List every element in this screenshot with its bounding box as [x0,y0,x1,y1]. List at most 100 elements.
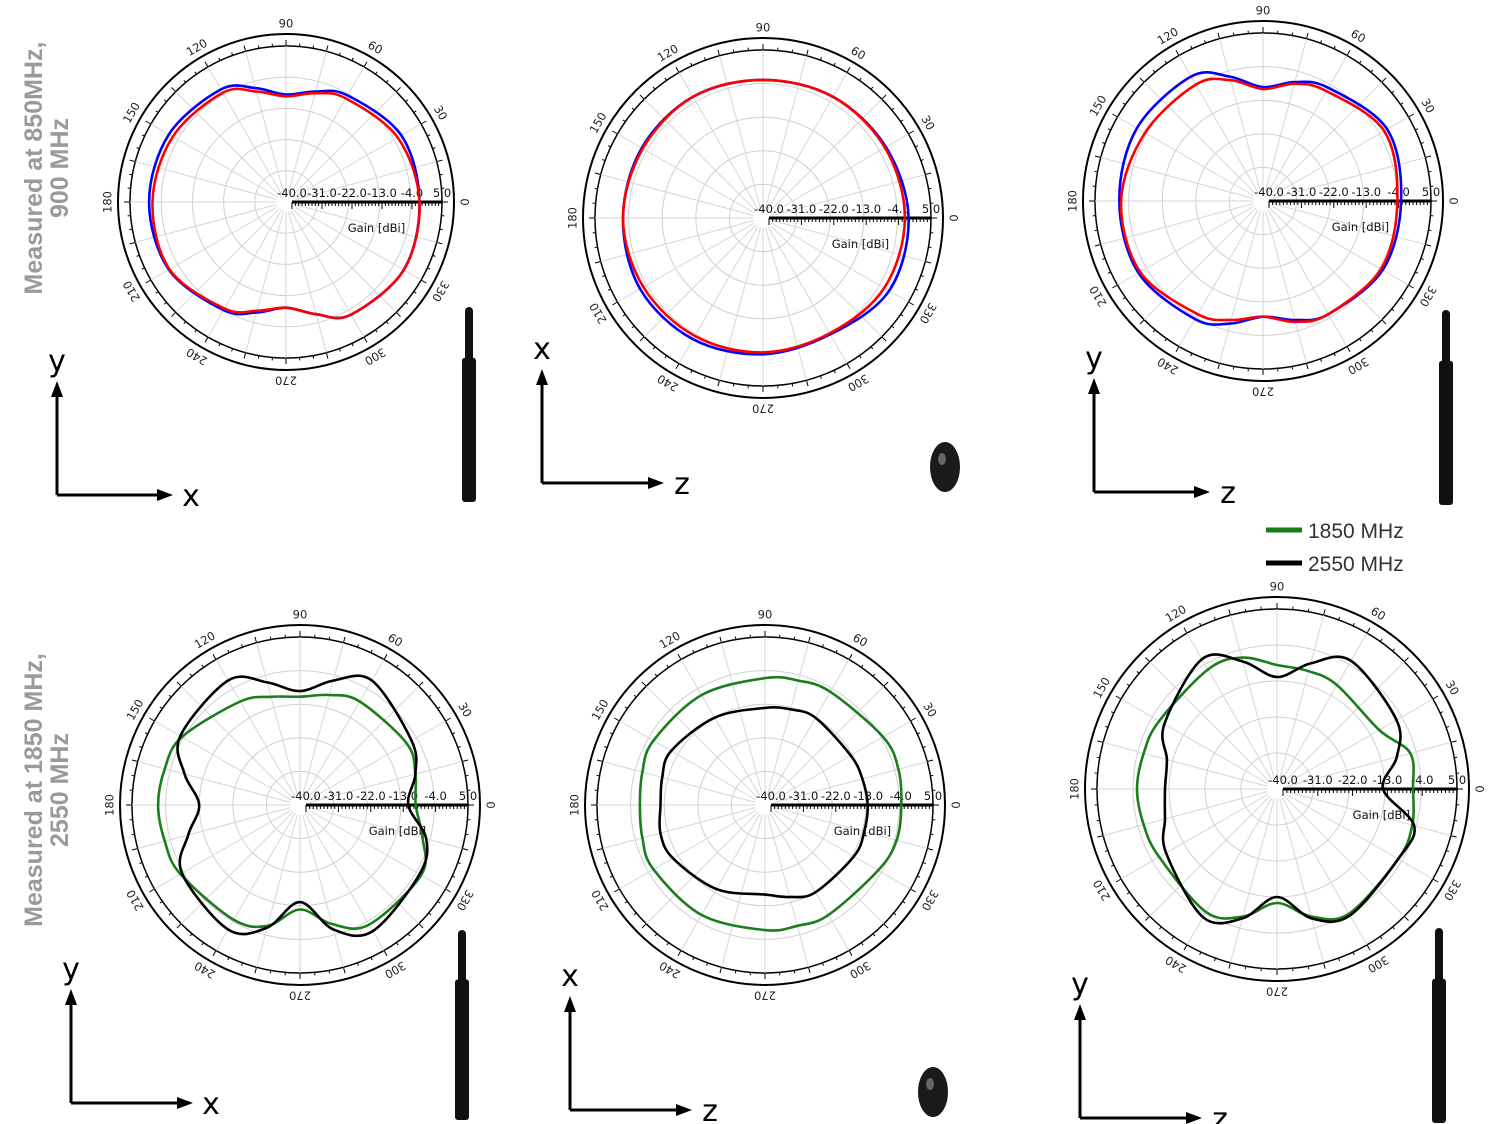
ring-tick [183,321,187,325]
ring-tick [1381,77,1387,83]
ring-tick [927,759,934,763]
ring-tick [168,912,172,916]
ring-tick [594,260,601,264]
radial-tick-label: 5.0 [922,202,940,216]
grid-spoke [602,761,756,803]
grid-spoke [1186,797,1273,946]
ring-tick [602,274,606,277]
ring-tick [1305,363,1309,370]
angle-tick-label: 330 [918,887,941,913]
angle-tick-label: 210 [1090,877,1113,903]
ring-tick [614,888,620,893]
vertical-axis-letter: x [561,959,579,994]
ring-tick [1432,878,1439,883]
outer-ring [1084,596,1470,982]
ring-tick [139,861,143,864]
polar-panel-bottom-yz: 0 30 60 90 120 150 180 210 240 270 300 330 -40.0 -31.… [1068,580,1487,1124]
ring-tick [163,301,167,305]
ring-tick [338,52,341,56]
ring-tick [1097,835,1104,838]
ring-tick [881,94,887,100]
ring-tick [145,279,152,284]
ring-tick [432,147,436,150]
ring-tick [436,241,443,245]
ring-tick [462,759,469,763]
row-label-top-line2: 900 MHz [46,118,74,218]
grid-spoke [207,66,282,194]
ring-tick [1333,353,1336,357]
ring-tick [452,732,456,735]
grid-spoke [1229,798,1275,963]
series-line-series-1 [621,78,907,354]
angle-tick-label: 120 [655,41,681,64]
grid-spoke [1186,632,1273,781]
angle-tick-label: 210 [1086,283,1109,309]
ring-tick [1112,284,1118,289]
ring-tick [1107,271,1111,274]
grid-spoke [154,809,292,890]
grid-spoke [288,51,327,193]
grid-spoke [1281,797,1368,946]
ring-tick [666,664,670,668]
polar-panel-bottom-xy: 0 30 60 90 120 150 180 210 240 270 300 330 -40.0 -31.… [62,608,497,1123]
ring-tick [1112,113,1118,118]
grid-spoke [1149,661,1271,783]
grid-spoke [308,809,446,890]
angle-tick-label: 300 [362,345,388,368]
ring-tick [1439,711,1444,714]
ring-tick [129,159,136,163]
ring-tick [204,61,209,68]
ring-tick [227,649,230,653]
grid-spoke [769,224,883,338]
ring-tick [1110,711,1115,714]
angle-tick-label: 180 [1066,190,1080,212]
ring-tick [594,172,601,176]
ring-tick [1104,850,1109,853]
grid-spoke [256,642,298,796]
ring-tick [872,933,876,937]
polar-panel-top-xz: 0 30 60 90 120 150 180 210 240 270 300 330 -40.0 -31.… [533,21,960,503]
radial-tick-label: -31.0 [789,789,819,803]
ring-tick [356,644,359,648]
ring-tick [891,325,895,329]
series-line-2550-mhz [658,706,870,899]
angle-tick-label: 300 [1365,953,1391,976]
ring-tick [1319,358,1322,362]
ring-tick [1164,338,1168,342]
angle-tick-label: 270 [752,402,774,416]
ring-tick [596,833,600,836]
ring-tick [407,673,411,677]
grid-spoke [150,206,278,281]
ring-tick [902,900,906,904]
grid-spoke [1120,793,1269,880]
angle-tick-label: 0 [949,801,963,808]
grid-spoke [617,133,755,214]
ring-tick [807,636,811,643]
ring-tick [1454,819,1458,822]
ring-tick [1171,936,1175,940]
angle-tick-label: 240 [184,345,210,368]
ring-tick [835,649,838,653]
radial-tick-label: -13.0 [1351,185,1381,199]
ring-tick [312,45,315,49]
ring-tick [1094,243,1101,247]
ring-tick [1136,670,1140,674]
ring-tick [201,942,205,946]
ring-tick [1096,756,1100,759]
ring-tick [639,94,645,100]
ring-tick [1450,835,1457,838]
ring-tick [1122,296,1126,300]
ring-tick [1370,329,1374,333]
ring-tick [1213,616,1216,621]
ring-tick [189,673,193,677]
ring-tick [342,636,346,643]
grid-spoke [771,685,885,799]
radial-tick-label: -40.0 [754,202,784,216]
ring-tick [881,336,887,342]
ring-tick [254,967,258,974]
angle-tick-label: 180 [566,207,580,229]
angle-tick-label: 90 [756,21,771,35]
angle-tick-label: 0 [1447,197,1461,204]
radial-axis-label: Gain [dBi] [1332,220,1389,234]
ring-tick [312,355,315,359]
